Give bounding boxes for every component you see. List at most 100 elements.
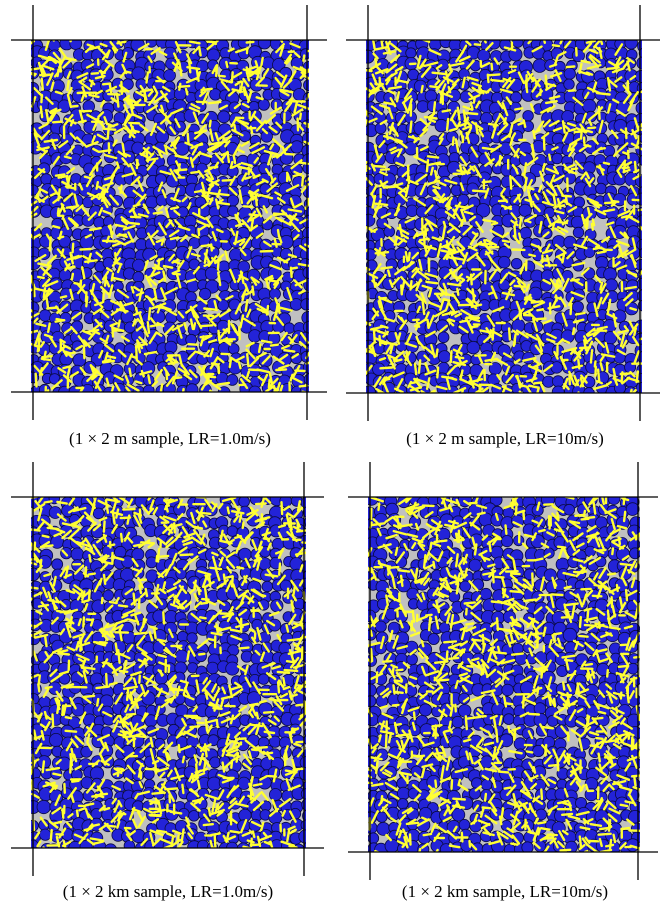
force-chain — [45, 140, 57, 142]
force-chain — [401, 285, 402, 294]
particle — [146, 557, 157, 568]
force-chain — [387, 134, 388, 139]
force-chain — [228, 152, 229, 162]
force-chain — [584, 145, 590, 146]
force-chain — [488, 75, 489, 82]
force-chain — [493, 329, 494, 340]
force-chain — [420, 239, 428, 240]
force-chain — [524, 120, 526, 126]
particle — [103, 590, 114, 601]
force-chain — [515, 286, 526, 287]
particle — [258, 37, 270, 49]
force-chain — [466, 113, 477, 114]
particle — [207, 662, 219, 674]
force-chain — [48, 324, 50, 332]
particle — [511, 258, 522, 269]
particle — [300, 49, 310, 59]
particle — [258, 99, 269, 110]
particle — [303, 321, 315, 333]
force-chain — [483, 148, 495, 150]
force-chain — [234, 158, 235, 163]
particle — [435, 119, 448, 132]
force-chain — [453, 138, 454, 145]
particle — [52, 559, 63, 570]
force-chain — [211, 245, 212, 251]
force-chain — [89, 555, 90, 561]
force-chain — [219, 76, 225, 77]
force-chain — [31, 588, 37, 589]
force-chain — [296, 742, 303, 743]
force-chain — [237, 567, 243, 568]
force-chain — [231, 630, 240, 632]
particle — [187, 633, 197, 643]
particle — [49, 733, 62, 746]
particle — [60, 313, 71, 324]
particle — [133, 259, 145, 271]
particle — [258, 674, 269, 685]
particle — [572, 50, 584, 62]
force-chain — [301, 675, 313, 676]
force-chain — [123, 509, 134, 510]
force-chain — [67, 206, 77, 207]
force-chain — [532, 145, 534, 157]
particle — [637, 278, 649, 290]
force-chain — [409, 253, 410, 260]
force-chain — [571, 280, 579, 281]
particle — [552, 376, 563, 387]
force-chain — [641, 89, 646, 92]
force-chain — [226, 62, 227, 67]
force-chain — [136, 308, 137, 313]
force-chain — [410, 122, 411, 132]
particle — [269, 789, 281, 801]
force-chain — [92, 73, 98, 74]
particle — [640, 132, 651, 143]
particle — [305, 516, 316, 527]
force-chain — [116, 644, 117, 653]
force-chain — [118, 42, 126, 44]
force-chain — [56, 320, 65, 322]
force-chain — [230, 359, 231, 367]
force-chain — [431, 168, 433, 175]
force-chain — [44, 288, 45, 297]
force-chain — [300, 386, 307, 387]
force-chain — [549, 155, 550, 160]
force-chain — [73, 244, 74, 253]
force-chain — [204, 309, 216, 310]
particle — [40, 829, 51, 840]
particle — [467, 341, 480, 354]
force-chain — [442, 377, 452, 379]
particle — [195, 651, 206, 662]
force-chain — [72, 274, 73, 279]
force-chain — [419, 360, 420, 373]
force-chain — [105, 178, 111, 180]
particle — [606, 291, 618, 303]
particle — [37, 800, 50, 813]
particle — [237, 843, 250, 856]
force-chain — [380, 368, 392, 369]
force-chain — [534, 319, 546, 320]
force-chain — [437, 368, 438, 378]
force-chain — [209, 167, 217, 168]
force-chain — [276, 369, 286, 370]
force-chain — [154, 212, 162, 213]
force-chain — [63, 367, 68, 368]
force-chain — [519, 123, 524, 125]
panel — [357, 32, 652, 403]
particle — [291, 141, 303, 153]
particle — [552, 153, 563, 164]
force-chain — [142, 371, 144, 376]
particle — [186, 384, 198, 396]
force-chain — [110, 683, 117, 685]
particle — [584, 268, 595, 279]
force-chain — [424, 233, 425, 243]
force-chain — [500, 156, 501, 165]
force-chain — [126, 223, 139, 224]
force-chain — [503, 241, 509, 242]
particle — [304, 683, 317, 696]
particle — [300, 757, 312, 769]
force-chain — [443, 110, 450, 111]
force-chain — [47, 308, 57, 309]
force-chain — [83, 696, 94, 697]
force-chain — [628, 151, 629, 158]
